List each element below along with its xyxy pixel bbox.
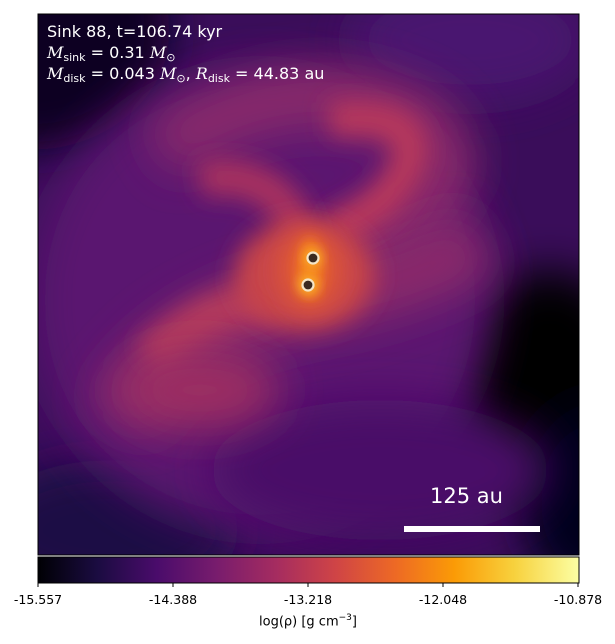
sink-title: Sink 88, t=106.74 kyr	[47, 22, 223, 41]
density-map	[38, 14, 579, 555]
sink-mass-annotation: Msink = 0.31 M⊙	[47, 43, 176, 64]
scale-bar	[404, 526, 540, 532]
colorbar-ticks	[37, 583, 579, 587]
disk-annotation: Mdisk = 0.043 M⊙, Rdisk = 44.83 au	[47, 64, 325, 85]
sink-marker	[301, 278, 315, 292]
colorbar-tick-label: -14.388	[148, 592, 198, 607]
colorbar-tick-label: -13.218	[283, 592, 333, 607]
sink-markers	[301, 251, 320, 292]
colorbar-tick-label: -15.557	[13, 592, 63, 607]
sink-marker	[306, 251, 320, 265]
colorbar-tick-label: -10.878	[553, 592, 603, 607]
plot-frame	[37, 13, 580, 556]
scale-bar-label: 125 au	[430, 484, 503, 508]
colorbar-tick-label: -12.048	[418, 592, 468, 607]
colorbar	[37, 556, 580, 584]
colorbar-label: log(ρ) [g cm−3]	[259, 613, 357, 630]
